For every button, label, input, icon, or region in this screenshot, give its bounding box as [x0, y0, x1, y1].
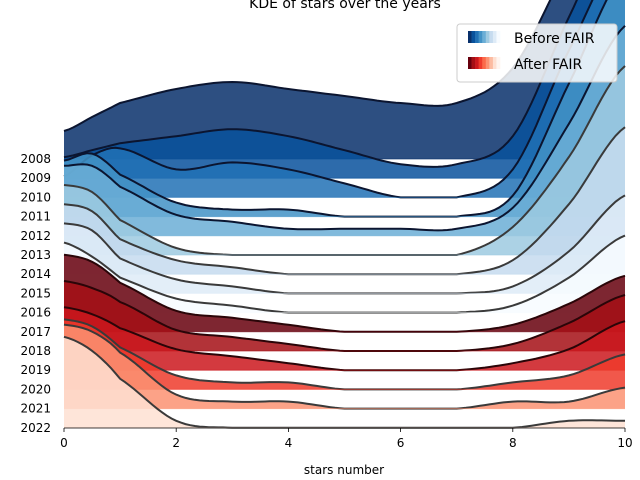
x-tick-label-4: 4: [285, 436, 293, 450]
legend-swatch-cell: [478, 31, 483, 43]
y-tick-label-2011: 2011: [20, 210, 51, 224]
year-labels: 2008 2009 2010 2011 2012 2013 2014 2015 2016 2017…: [20, 152, 51, 435]
y-tick-label-2017: 2017: [20, 325, 51, 339]
ridge-line-2010: [63, 0, 594, 199]
legend: Before FAIR After FAIR: [456, 23, 618, 83]
y-tick-label-2021: 2021: [20, 402, 51, 416]
y-tick-label-2010: 2010: [20, 190, 51, 204]
legend-swatch-cell: [496, 31, 501, 43]
ridge-area-2009: [64, 0, 625, 179]
legend-swatch-cell: [482, 31, 487, 43]
ridge-area-2008: [64, 0, 625, 159]
legend-swatch-cell: [468, 57, 472, 69]
y-tick-label-2020: 2020: [20, 382, 51, 396]
y-tick-label-2009: 2009: [20, 171, 51, 185]
y-tick-label-2014: 2014: [20, 267, 51, 281]
y-tick-label-2018: 2018: [20, 344, 51, 358]
x-axis: 0 2 4 6 8 10: [60, 427, 633, 450]
legend-label-before-fair: Before FAIR: [514, 31, 595, 47]
ridge-line-2012: [63, 25, 626, 232]
legend-label-after-fair: After FAIR: [514, 57, 583, 73]
legend-swatch-cell: [478, 57, 483, 69]
x-tick-label-6: 6: [397, 436, 405, 450]
legend-swatch-cell: [485, 31, 490, 43]
x-tick-label-8: 8: [509, 436, 517, 450]
legend-swatch-cell: [482, 57, 487, 69]
y-tick-label-2019: 2019: [20, 363, 51, 377]
legend-swatch-cell: [496, 57, 501, 69]
legend-swatch-cell: [485, 57, 490, 69]
x-tick-label-2: 2: [172, 436, 180, 450]
legend-swatch-cell: [489, 57, 494, 69]
legend-swatch-cell: [475, 57, 479, 69]
y-tick-label-2022: 2022: [20, 421, 51, 435]
chart-title: KDE of stars over the years: [249, 0, 441, 12]
ridge-line-2009: [63, 0, 578, 168]
legend-swatch-cell: [489, 31, 494, 43]
legend-swatch-cell: [468, 31, 472, 43]
ridges-layer: [63, 0, 626, 429]
y-tick-label-2016: 2016: [20, 306, 51, 320]
legend-swatch-after-fair: [468, 57, 501, 69]
x-axis-title: stars number: [304, 463, 384, 477]
legend-swatch-cell: [492, 57, 497, 69]
legend-swatch-cell: [471, 57, 476, 69]
x-tick-label-0: 0: [60, 436, 68, 450]
y-tick-label-2012: 2012: [20, 229, 51, 243]
y-tick-label-2008: 2008: [20, 152, 51, 166]
legend-swatch-before-fair: [468, 31, 501, 43]
x-tick-label-10: 10: [617, 436, 632, 450]
legend-swatch-cell: [492, 31, 497, 43]
legend-swatch-cell: [471, 31, 476, 43]
legend-swatch-cell: [475, 31, 479, 43]
y-tick-label-2013: 2013: [20, 248, 51, 262]
ridge-area-2022: [64, 336, 625, 428]
y-tick-label-2015: 2015: [20, 286, 51, 300]
